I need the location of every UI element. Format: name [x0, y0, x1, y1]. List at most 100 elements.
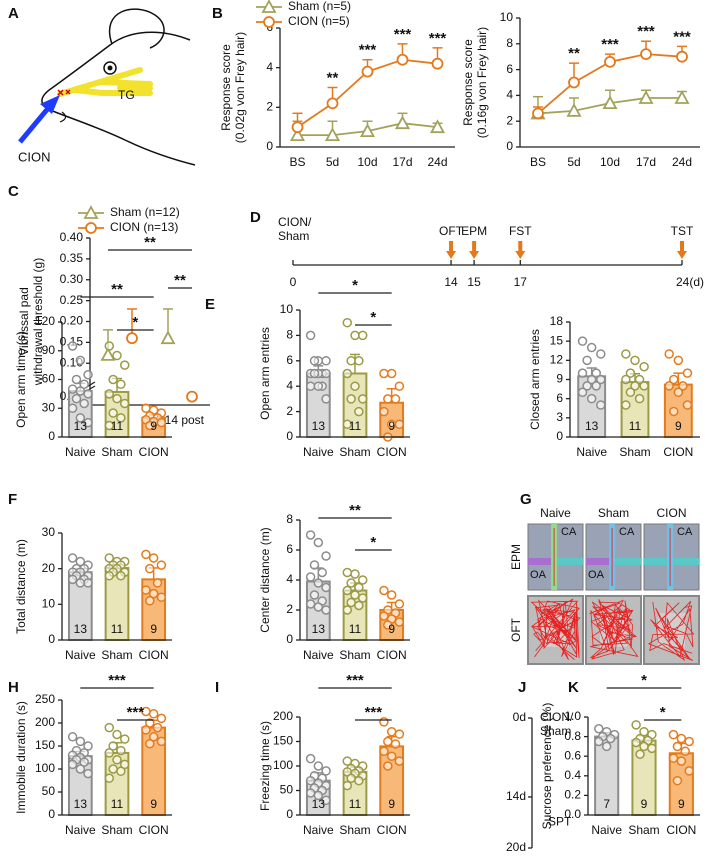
data-point	[582, 355, 592, 366]
event-label: TST	[671, 224, 694, 238]
data-point	[75, 736, 86, 747]
data-point	[321, 605, 331, 615]
y-tick-label: 3	[556, 410, 563, 424]
data-point	[116, 766, 126, 777]
data-point	[313, 381, 324, 391]
data-point	[638, 90, 654, 104]
data-point	[621, 374, 631, 385]
x-tick-label: 5d	[567, 155, 580, 169]
n-label: 13	[312, 797, 326, 811]
data-point	[625, 387, 636, 398]
data-point	[359, 123, 376, 138]
data-point	[309, 368, 320, 379]
n-label: 9	[641, 797, 648, 811]
n-label: 9	[675, 419, 682, 433]
y-tick-label: 100	[35, 761, 55, 775]
x-tick-label: Sham	[628, 823, 659, 837]
arm-label: OA	[588, 569, 605, 581]
data-point	[79, 757, 89, 767]
data-point	[639, 381, 649, 391]
legend-label: CION (n=13)	[110, 220, 178, 234]
n-label: 11	[111, 622, 124, 636]
y-tick-label: 0.2	[564, 788, 581, 802]
event-label: EPM	[461, 224, 487, 238]
data-point	[342, 419, 353, 430]
data-point	[67, 403, 78, 413]
ligation-mark	[57, 89, 71, 96]
panel-label: J	[518, 679, 526, 696]
x-tick-label: D14 post	[156, 413, 205, 427]
legend-marker	[261, 0, 277, 13]
data-point	[431, 57, 444, 70]
open-arm	[610, 558, 641, 565]
data-point	[678, 381, 688, 391]
data-point	[354, 600, 364, 611]
data-point	[379, 585, 389, 596]
significance: **	[111, 281, 123, 298]
data-point	[379, 406, 389, 417]
n-label: 13	[312, 622, 326, 636]
data-point	[386, 751, 397, 761]
data-point	[108, 764, 118, 774]
timeline-start: CION/Sham	[278, 215, 312, 243]
data-point	[116, 745, 126, 756]
data-point	[621, 400, 631, 410]
y-axis-label: Closed arm entries	[528, 329, 542, 430]
significance: **	[568, 45, 580, 62]
y-tick-label: 2	[286, 404, 293, 418]
data-point	[321, 356, 331, 366]
spt-tick-label: 0d	[513, 710, 526, 724]
n-label: 13	[74, 797, 88, 811]
significance: **	[174, 272, 186, 289]
data-point	[305, 530, 316, 540]
data-point	[104, 748, 115, 758]
data-point	[145, 718, 155, 728]
y-tick-label: 30	[42, 525, 56, 539]
significance: ***	[601, 36, 619, 53]
data-point	[156, 417, 167, 428]
data-point	[156, 736, 167, 747]
significance: *	[370, 534, 376, 551]
y-tick-label: 6	[286, 353, 293, 367]
y-tick-label: 10	[280, 302, 294, 316]
data-point	[635, 749, 645, 759]
n-label: 11	[111, 419, 124, 433]
head-outline	[41, 31, 196, 166]
data-point	[601, 741, 612, 752]
data-point	[669, 406, 679, 417]
data-point	[577, 387, 588, 398]
y-tick-label: 250	[35, 692, 55, 706]
panel-label: D	[250, 209, 261, 226]
data-point	[141, 403, 151, 413]
panel-label: I	[215, 679, 219, 696]
spt-tick-label: 20d	[506, 840, 526, 854]
y-tick-label: 0.6	[564, 748, 581, 762]
x-tick-label: CION	[377, 445, 407, 459]
data-point	[145, 738, 155, 749]
data-point	[83, 389, 93, 399]
data-point	[145, 596, 155, 606]
n-label: 13	[74, 622, 88, 636]
y-tick-label: 18	[550, 314, 564, 328]
y-tick-label: 0	[266, 139, 273, 153]
data-point	[83, 741, 93, 751]
data-point	[75, 413, 86, 423]
data-point	[625, 368, 636, 378]
y-tick-label: 12	[550, 353, 564, 367]
y-tick-label: 10	[500, 10, 514, 24]
y-tick-label: 0	[286, 632, 293, 646]
n-label: 9	[388, 797, 395, 811]
x-tick-label: 10d	[600, 155, 620, 169]
x-tick-label: BS	[289, 155, 305, 169]
n-label: 11	[349, 419, 362, 433]
data-point	[396, 53, 409, 66]
legend-label: Sham (n=5)	[288, 0, 351, 13]
arm-label: CA	[677, 526, 693, 538]
data-point	[630, 355, 640, 366]
x-tick-label: BS	[530, 155, 546, 169]
x-tick-label: Sham	[339, 445, 370, 459]
y-tick-label: 0	[48, 429, 55, 443]
data-point	[676, 50, 688, 63]
data-point	[532, 107, 544, 120]
